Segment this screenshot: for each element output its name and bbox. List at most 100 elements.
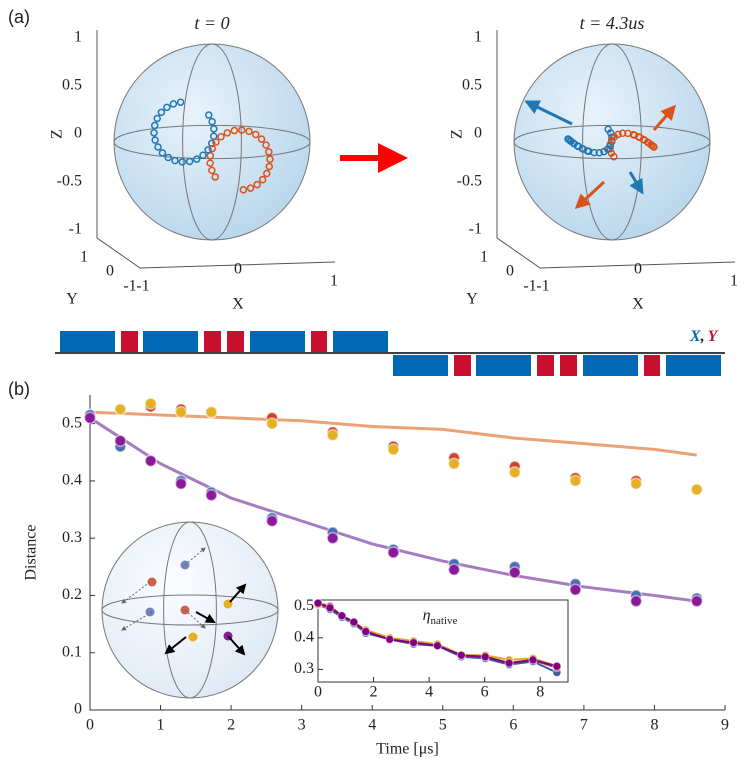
- x-tick-label: 9: [721, 717, 729, 734]
- y-tick-label: 0: [74, 701, 82, 718]
- trajectory-point: [176, 98, 185, 106]
- trajectory-point: [606, 129, 615, 137]
- y-tick-label: -1: [523, 278, 536, 295]
- x-axis-label: X: [632, 296, 644, 313]
- data-point: [325, 603, 335, 613]
- state-dot: [188, 632, 198, 642]
- y-tick-label: 1: [80, 249, 88, 266]
- x-tick-label: 6: [481, 684, 489, 701]
- trajectory-point: [265, 148, 273, 156]
- y-tick-label: 0.2: [62, 586, 82, 603]
- data-point: [385, 634, 395, 644]
- data-point: [387, 546, 400, 559]
- x-tick-label: 0: [314, 684, 322, 701]
- y-tick-label: 0.4: [62, 472, 82, 489]
- pulse-legend: X, Y: [689, 328, 719, 345]
- trajectory-point: [263, 169, 271, 178]
- meridian: [182, 43, 242, 241]
- pulse: [560, 355, 577, 376]
- trajectory-point: [246, 184, 255, 192]
- inset-title: ηnative: [423, 607, 458, 627]
- trajectory-point: [164, 153, 172, 162]
- data-point: [144, 397, 157, 410]
- data-point: [387, 443, 400, 456]
- trajectory-point: [157, 108, 166, 117]
- y-tick-label: 0.3: [62, 529, 82, 546]
- y-tick-label: 0: [506, 263, 514, 280]
- trajectory-point: [208, 117, 216, 126]
- trajectory-point: [257, 135, 266, 143]
- spin-arrow: [574, 180, 606, 210]
- spin-arrow: [524, 100, 573, 126]
- panel-label: (b): [8, 379, 30, 399]
- sphere-title: t = 0: [194, 13, 229, 33]
- pulse: [121, 331, 138, 352]
- data-point: [447, 457, 461, 470]
- trajectory-point: [607, 149, 616, 157]
- data-point: [528, 655, 538, 665]
- trajectory-point: [266, 155, 274, 163]
- y-tick-label: 0: [106, 263, 114, 280]
- data-point: [114, 434, 127, 448]
- data-point: [690, 594, 704, 608]
- trajectory-point: [150, 129, 158, 137]
- equator: [101, 594, 279, 626]
- sphere: [113, 43, 311, 241]
- pulse: [204, 331, 221, 352]
- y-tick-label: 0.5: [62, 414, 82, 431]
- x-tick-label: -1: [536, 278, 549, 295]
- pulse: [250, 331, 305, 352]
- z-tick-label: -1: [469, 221, 482, 238]
- trajectory-point: [163, 103, 171, 112]
- pulse: [143, 331, 198, 352]
- y-axis-label: Y: [66, 291, 78, 308]
- x-tick-label: 4: [425, 684, 433, 701]
- state-arrow: [121, 611, 153, 631]
- trajectory-point: [205, 111, 213, 119]
- data-point: [504, 658, 514, 668]
- z-tick-label: 0: [74, 125, 82, 142]
- spin-arrow: [628, 171, 644, 195]
- data-point: [361, 627, 371, 637]
- pulse: [644, 355, 660, 376]
- x-tick-label: 7: [580, 717, 588, 734]
- trajectory-point: [614, 130, 622, 139]
- z-tick-label: -1: [69, 221, 82, 238]
- trajectory-point: [185, 157, 194, 166]
- x-tick-label: 1: [157, 717, 165, 734]
- y-tick-label: 0.1: [62, 643, 82, 660]
- sphere-title: t = 4.3us: [580, 13, 645, 33]
- trajectory-point: [192, 155, 201, 163]
- data-point: [432, 641, 442, 651]
- trajectory-point: [199, 151, 207, 159]
- z-axis-label: Z: [449, 129, 466, 139]
- state-arrow: [195, 611, 216, 623]
- inset-frame: [317, 599, 569, 683]
- trajectory-point: [171, 156, 179, 165]
- trajectory-point: [150, 121, 159, 130]
- axis-frame: [96, 30, 336, 269]
- data-point: [690, 483, 704, 496]
- data-point: [508, 566, 521, 579]
- y-tick-label: 1: [480, 249, 488, 266]
- data-point: [114, 403, 127, 416]
- state-arrow: [227, 635, 246, 656]
- data-point: [456, 650, 466, 660]
- trajectory-point: [600, 147, 608, 156]
- data-point: [83, 411, 97, 425]
- trajectory-point: [207, 139, 216, 148]
- z-tick-label: -0.5: [457, 173, 482, 190]
- data-point: [508, 466, 521, 479]
- state-arrow: [229, 583, 247, 603]
- data-point: [552, 661, 562, 671]
- y-tick-label: 0.4: [294, 629, 314, 646]
- state-arrow: [184, 609, 206, 629]
- z-tick-label: 1: [474, 29, 482, 46]
- data-point: [447, 563, 461, 576]
- legend-x: X: [689, 328, 701, 345]
- trajectory-point: [262, 141, 270, 149]
- pulse: [311, 331, 327, 352]
- trajectory-point: [253, 180, 261, 189]
- data-point: [349, 617, 359, 627]
